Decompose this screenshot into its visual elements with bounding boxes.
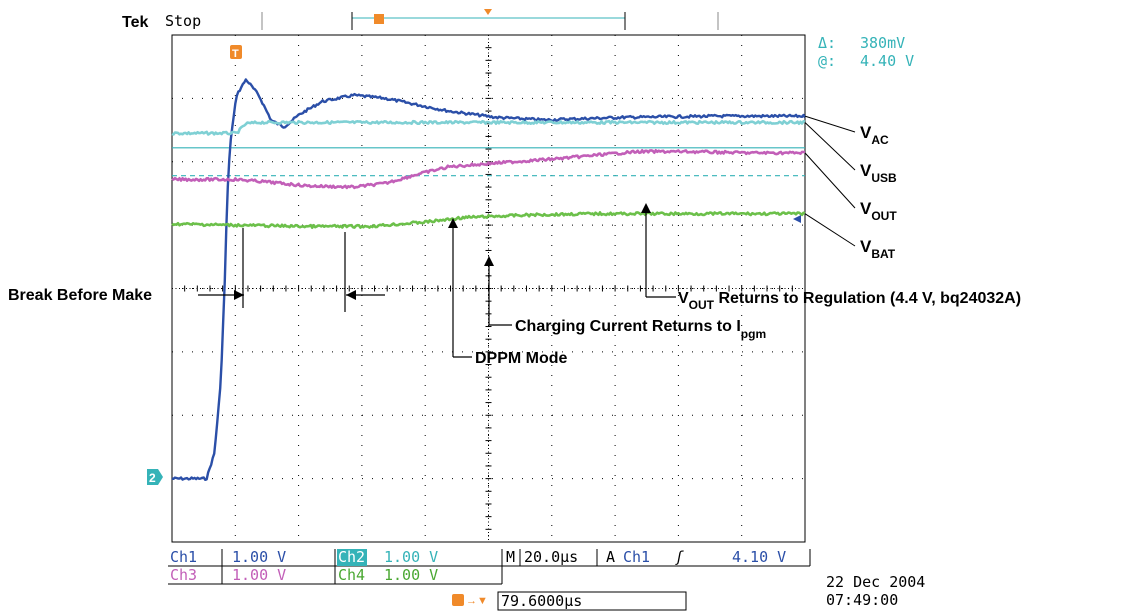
trace-v-usb [171, 119, 806, 136]
annotations: Break Before Make DPPM Mode Charging Curre… [8, 203, 1021, 367]
annotation-dppm-mode: DPPM Mode [475, 350, 568, 367]
annotation-arrow [448, 218, 458, 228]
cursor-lines[interactable] [172, 147, 805, 177]
trace-label-leader [804, 213, 856, 247]
annotation-break-before-make: Break Before Make [8, 287, 152, 304]
trigger-arrow-icon [484, 9, 492, 15]
annotation-charging-current: Charging Current Returns to Ipgm [515, 318, 766, 341]
trigger-mode: A [606, 548, 615, 566]
trigger-level: 4.10 V [732, 548, 786, 566]
trace-v-out [171, 149, 806, 190]
svg-text:T: T [232, 48, 239, 60]
channel2-ground-marker: 2 [147, 469, 163, 485]
ch4-scale: 1.00 V [384, 566, 438, 584]
ch1-label: Ch1 [170, 548, 197, 566]
trace-v-bat [171, 211, 806, 229]
trace-label-leader [804, 115, 856, 133]
annotation-arrow [346, 290, 356, 300]
annotation-vout-regulation: VOUT Returns to Regulation (4.4 V, bq240… [678, 290, 1021, 312]
annotation-arrow [234, 290, 244, 300]
trigger-marker: T [230, 45, 242, 60]
svg-text:2: 2 [149, 471, 156, 485]
svg-text:4.40 V: 4.40 V [860, 52, 914, 70]
trace-label-leader [804, 122, 856, 171]
trace-label-bat: VBAT [860, 237, 896, 261]
ch4-label: Ch4 [338, 566, 365, 584]
trace-label-out: VOUT [860, 199, 897, 223]
trace-labels: VAC VUSB VOUT VBAT [804, 115, 897, 261]
ch1-scale: 1.00 V [232, 548, 286, 566]
acquisition-date: 22 Dec 2004 [826, 573, 925, 591]
cursor-readout: Δ: 380mV @: 4.40 V [818, 34, 914, 70]
trigger-offset-icon: →▼ [466, 595, 488, 607]
graticule [171, 34, 806, 543]
ch2-label: Ch2 [338, 548, 365, 566]
reference-level-marker [793, 215, 801, 223]
acquisition-status: Stop [165, 12, 201, 30]
brand-logo: Tek [122, 14, 148, 31]
trigger-slope-icon: ʃ [675, 548, 684, 566]
trace-label-leader [804, 152, 856, 209]
annotation-arrow [484, 256, 494, 266]
svg-text:@:: @: [818, 52, 836, 70]
annotation-arrow [641, 203, 651, 213]
acquisition-time: 07:49:00 [826, 591, 898, 609]
channel-settings-footer: Ch1 1.00 V Ch2 1.00 V Ch3 1.00 V Ch4 1.0… [168, 548, 925, 611]
svg-text:Δ:: Δ: [818, 34, 836, 52]
ch3-label: Ch3 [170, 566, 197, 584]
timebase-label: M [506, 548, 515, 566]
trace-label-usb: VUSB [860, 161, 897, 185]
trigger-position-icon [374, 14, 384, 24]
timebase-value: 20.0µs [524, 548, 578, 566]
ch3-scale: 1.00 V [232, 566, 286, 584]
svg-text:380mV: 380mV [860, 34, 905, 52]
record-position-bar[interactable] [351, 9, 626, 30]
horizontal-position: 79.6000µs [501, 592, 582, 610]
waveform-traces [171, 78, 807, 481]
trace-label-ac: VAC [860, 123, 889, 147]
ch2-scale: 1.00 V [384, 548, 438, 566]
trigger-source: Ch1 [623, 548, 650, 566]
